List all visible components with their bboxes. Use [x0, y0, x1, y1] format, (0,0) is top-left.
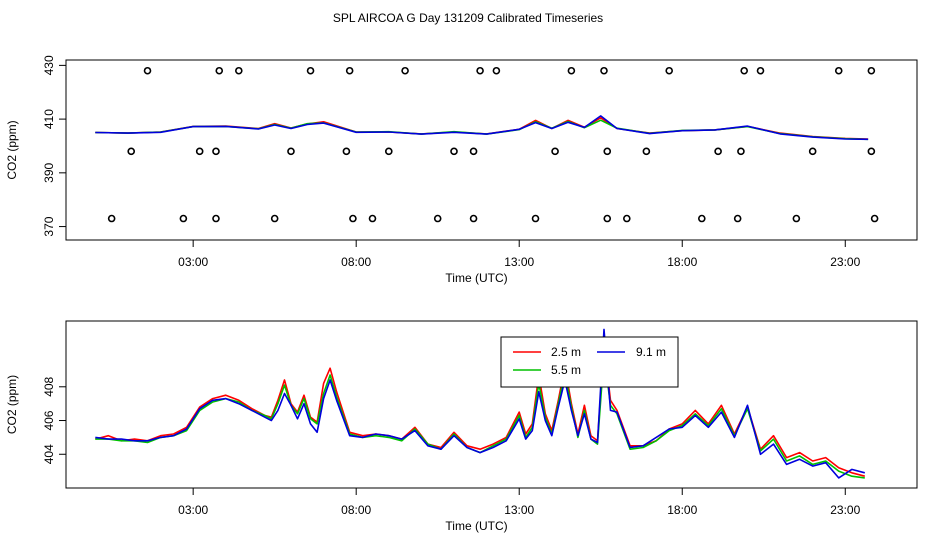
series-group: [95, 115, 869, 141]
flag-marker: [401, 66, 409, 75]
flag-marker: [698, 214, 706, 223]
chart-title: SPL AIRCOA G Day 131209 Calibrated Times…: [333, 11, 603, 25]
flag-marker: [834, 66, 843, 75]
legend: 2.5 m 5.5 m 9.1 m: [500, 336, 679, 388]
flag-marker: [433, 214, 442, 223]
flag-marker: [342, 147, 351, 156]
flag-marker: [600, 66, 608, 75]
flag-marker: [368, 214, 377, 223]
x-tick-label: 23:00: [830, 503, 860, 517]
flag-marker: [740, 66, 748, 75]
x-tick-label: 13:00: [504, 503, 534, 517]
x-tick-label: 18:00: [667, 255, 697, 269]
flag-marker: [867, 147, 876, 156]
flag-marker: [492, 66, 501, 75]
flag-marker: [345, 66, 354, 75]
flag-marker: [450, 147, 458, 156]
flag-marker: [665, 66, 673, 75]
flag-marker: [215, 66, 224, 75]
series-line-25m: [95, 343, 866, 477]
flag-marker: [867, 66, 876, 75]
y-tick-label: 410: [42, 109, 56, 129]
series-line-55m: [95, 119, 869, 141]
series-line-91m: [95, 328, 866, 479]
plot-frame: [65, 320, 918, 489]
flag-marker: [623, 214, 631, 223]
x-tick-label: 03:00: [178, 255, 208, 269]
flag-marker: [384, 147, 393, 156]
flag-marker: [870, 214, 879, 223]
flag-marker: [476, 66, 484, 75]
x-tick-label: 08:00: [341, 255, 371, 269]
flag-marker: [531, 214, 540, 223]
legend-label: 2.5 m: [551, 345, 581, 359]
flag-marker: [792, 214, 801, 223]
flag-marker: [756, 66, 765, 75]
x-tick-label: 13:00: [504, 255, 534, 269]
y-axis-label: CO2 (ppm): [5, 375, 19, 434]
x-tick-label: 08:00: [341, 503, 371, 517]
legend-label: 9.1 m: [636, 345, 666, 359]
x-tick-label: 23:00: [830, 255, 860, 269]
y-tick-label: 430: [42, 55, 56, 75]
flag-marker: [603, 147, 612, 156]
y-tick-label: 408: [42, 376, 56, 396]
flag-marker: [287, 147, 295, 156]
legend-label: 5.5 m: [551, 363, 581, 377]
upper-timeseries-panel: 03:00 08:00 13:00 18:00 23:00 370 390 410 430 Tim…: [5, 55, 918, 285]
x-axis-label: Time (UTC): [445, 271, 507, 285]
plot-frame: [65, 59, 918, 241]
x-axis-label: Time (UTC): [445, 519, 507, 533]
legend-box: [500, 336, 679, 388]
flag-marker: [603, 214, 612, 223]
flag-marker: [714, 147, 722, 156]
flag-marker: [551, 147, 559, 156]
flag-marker: [567, 66, 576, 75]
x-tick-label: 03:00: [178, 503, 208, 517]
flag-marker: [179, 214, 188, 223]
flag-marker: [143, 66, 152, 75]
flag-marker: [270, 214, 279, 223]
lower-timeseries-panel: 03:00 08:00 13:00 18:00 23:00 404 406 408 Time (…: [5, 320, 918, 533]
flag-marker: [469, 147, 478, 156]
flag-marker: [737, 147, 745, 156]
flag-marker: [235, 66, 243, 75]
flag-marker: [808, 147, 817, 156]
flag-marker: [195, 147, 204, 156]
flag-marker: [212, 147, 220, 156]
flag-marker: [212, 214, 220, 223]
flag-marker: [127, 147, 136, 156]
y-tick-label: 370: [42, 216, 56, 236]
flag-marker: [469, 214, 478, 223]
y-axis-label: CO2 (ppm): [5, 120, 19, 179]
y-tick-label: 390: [42, 163, 56, 183]
flag-marker: [349, 214, 357, 223]
x-tick-label: 18:00: [667, 503, 697, 517]
series-group: [95, 328, 866, 479]
y-tick-label: 406: [42, 410, 56, 430]
series-line-55m: [95, 353, 865, 479]
flag-marker: [306, 66, 315, 75]
flag-marker: [642, 147, 651, 156]
y-tick-label: 404: [42, 444, 56, 464]
flag-marker: [107, 214, 116, 223]
flag-marker: [733, 214, 742, 223]
series-line-91m: [95, 115, 869, 141]
